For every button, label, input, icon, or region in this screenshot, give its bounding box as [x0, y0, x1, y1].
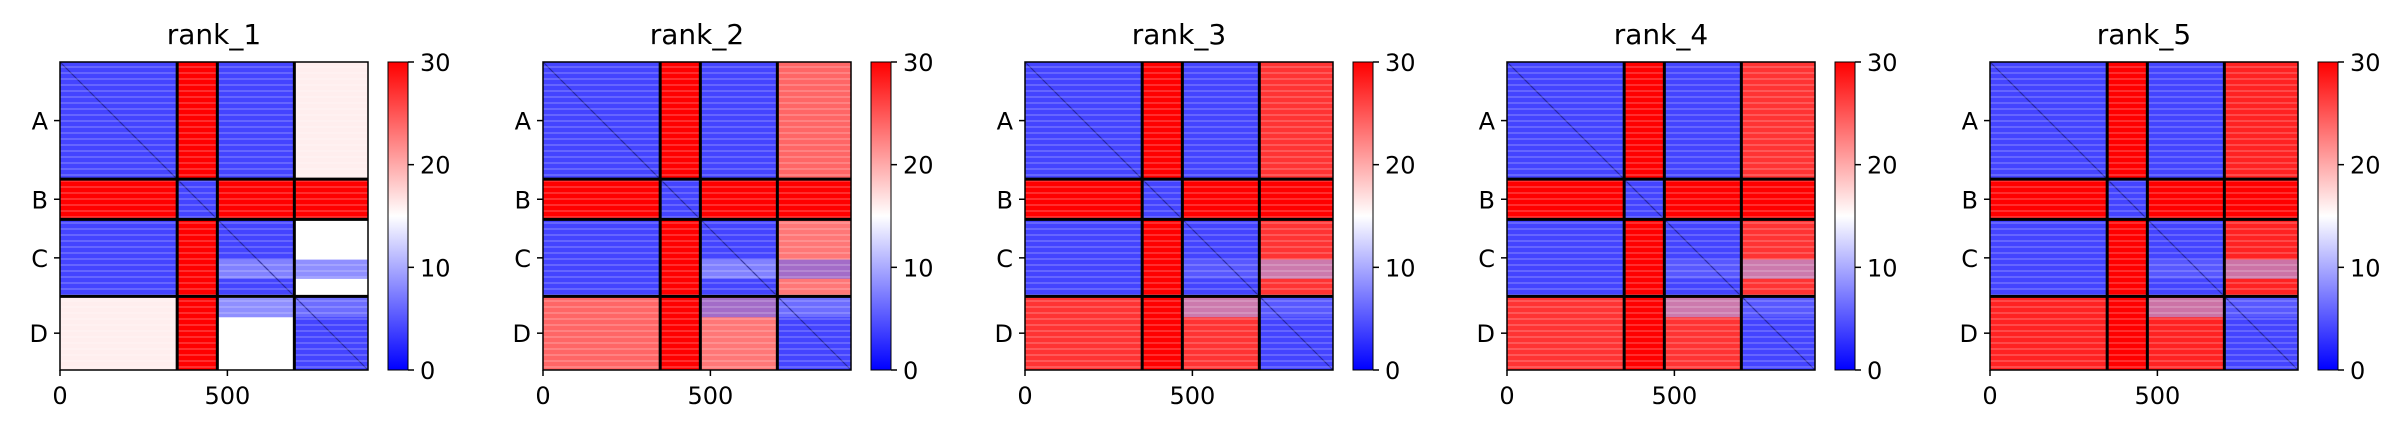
colorbar-tick-label: 0 [1867, 357, 1882, 385]
heatmap-frame [1024, 61, 1334, 371]
texture-overlay [1990, 62, 2298, 370]
x-tick-label: 500 [2134, 382, 2180, 410]
colorbar [1352, 61, 1374, 371]
x-tick-label: 500 [1169, 382, 1215, 410]
colorbar-tick-label: 30 [1385, 49, 1416, 77]
chain-label: A [32, 108, 49, 136]
panel-rank_2: rank_2 A B C D 0 500 0 10 20 30 [513, 18, 934, 410]
panel-rank_1: rank_1 A B C D 0 500 0 10 20 30 [30, 18, 451, 410]
chain-label: C [31, 245, 48, 273]
x-tick-label: 500 [687, 382, 733, 410]
texture-overlay [1025, 62, 1333, 370]
colorbar-tick-label: 20 [1867, 152, 1898, 180]
colorbar-tick-label: 20 [1385, 152, 1416, 180]
colorbar-tick-label: 0 [420, 357, 435, 385]
x-tick-label: 0 [1982, 382, 1997, 410]
colorbar-tick-label: 20 [2350, 152, 2381, 180]
panel-rank_5: rank_5 A B C D 0 500 0 10 20 30 [1960, 18, 2381, 410]
colorbar-tick-label: 10 [1867, 254, 1898, 282]
colorbar-tick-label: 30 [1867, 49, 1898, 77]
chain-label: D [995, 320, 1013, 348]
colorbar-tick-label: 10 [2350, 254, 2381, 282]
colorbar-tick-label: 30 [420, 49, 451, 77]
chain-label: B [1479, 186, 1495, 214]
chain-label: D [1477, 320, 1495, 348]
chain-label: A [1962, 108, 1979, 136]
x-tick-label: 500 [1651, 382, 1697, 410]
colorbar-tick-label: 20 [420, 152, 451, 180]
heatmap-frame [59, 61, 369, 371]
colorbar-tick-label: 0 [2350, 357, 2365, 385]
heatmap-frame [1506, 61, 1816, 371]
panel-title: rank_1 [167, 18, 261, 51]
x-tick-label: 0 [1499, 382, 1514, 410]
texture-overlay [543, 62, 851, 370]
x-tick-label: 0 [52, 382, 67, 410]
colorbar-tick-label: 30 [2350, 49, 2381, 77]
texture-overlay [1507, 62, 1815, 370]
colorbar-tick-label: 10 [903, 254, 934, 282]
colorbar [2317, 61, 2339, 371]
colorbar-tick-label: 10 [420, 254, 451, 282]
colorbar [387, 61, 409, 371]
colorbar [870, 61, 892, 371]
colorbar-tick-label: 0 [903, 357, 918, 385]
chain-label: D [513, 320, 531, 348]
x-tick-label: 500 [204, 382, 250, 410]
panel-rank_3: rank_3 A B C D 0 500 0 10 20 30 [995, 18, 1416, 410]
chain-label: A [997, 108, 1014, 136]
chain-label: C [514, 245, 531, 273]
panel-title: rank_3 [1132, 18, 1226, 51]
colorbar [1834, 61, 1856, 371]
panel-title: rank_4 [1614, 18, 1708, 51]
chain-label: B [32, 186, 48, 214]
x-tick-label: 0 [535, 382, 550, 410]
colorbar-tick-label: 20 [903, 152, 934, 180]
chain-label: C [1961, 245, 1978, 273]
heatmap-frame [1989, 61, 2299, 371]
chain-label: B [997, 186, 1013, 214]
colorbar-tick-label: 0 [1385, 357, 1400, 385]
colorbar-tick-label: 30 [903, 49, 934, 77]
chain-label: A [515, 108, 532, 136]
texture-overlay [60, 62, 368, 370]
heatmap-frame [542, 61, 852, 371]
colorbar-tick-label: 10 [1385, 254, 1416, 282]
chain-label: D [1960, 320, 1978, 348]
chain-label: C [1478, 245, 1495, 273]
panel-title: rank_2 [650, 18, 744, 51]
chain-label: D [30, 320, 48, 348]
panel-title: rank_5 [2097, 18, 2191, 51]
chain-label: C [996, 245, 1013, 273]
chain-label: A [1479, 108, 1496, 136]
panel-rank_4: rank_4 A B C D 0 500 0 10 20 30 [1477, 18, 1898, 410]
chain-label: B [1962, 186, 1978, 214]
chain-label: B [515, 186, 531, 214]
x-tick-label: 0 [1017, 382, 1032, 410]
